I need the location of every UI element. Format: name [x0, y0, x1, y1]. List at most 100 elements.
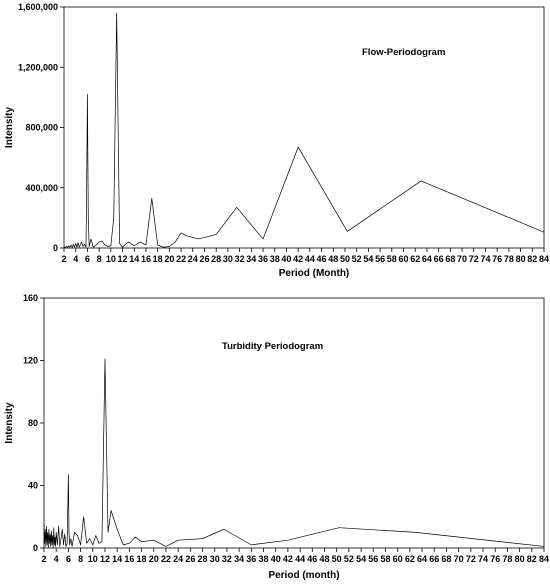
x-tick-label: 8 [78, 554, 83, 564]
x-tick-label: 56 [368, 554, 378, 564]
x-tick-label: 84 [539, 254, 549, 264]
x-tick-label: 82 [527, 254, 537, 264]
x-tick-label: 10 [106, 254, 116, 264]
x-tick-label: 46 [307, 554, 317, 564]
x-tick-label: 72 [469, 254, 479, 264]
y-tick-label: 0 [33, 543, 38, 553]
x-tick-label: 68 [445, 254, 455, 264]
x-tick-label: 6 [66, 554, 71, 564]
x-tick-label: 14 [112, 554, 122, 564]
x-tick-label: 32 [222, 554, 232, 564]
x-tick-label: 46 [317, 254, 327, 264]
x-tick-label: 64 [422, 254, 432, 264]
x-tick-label: 74 [480, 254, 490, 264]
x-tick-label: 12 [100, 554, 110, 564]
x-tick-label: 66 [434, 254, 444, 264]
x-tick-label: 66 [429, 554, 439, 564]
x-tick-label: 76 [492, 254, 502, 264]
x-tick-label: 16 [141, 254, 151, 264]
x-tick-label: 60 [393, 554, 403, 564]
x-tick-label: 14 [129, 254, 139, 264]
x-tick-label: 50 [340, 254, 350, 264]
x-tick-label: 28 [211, 254, 221, 264]
x-tick-label: 48 [319, 554, 329, 564]
x-tick-label: 74 [478, 554, 488, 564]
x-tick-label: 30 [210, 554, 220, 564]
x-tick-label: 82 [527, 554, 537, 564]
x-tick-label: 26 [199, 254, 209, 264]
x-tick-label: 76 [490, 554, 500, 564]
x-tick-label: 38 [259, 554, 269, 564]
x-tick-label: 84 [539, 554, 549, 564]
y-tick-label: 1,200,000 [18, 62, 58, 72]
plot-frame [43, 297, 545, 549]
series-line-0 [63, 12, 545, 249]
x-tick-label: 24 [173, 554, 183, 564]
y-axis-title: Intensity [4, 402, 15, 444]
x-tick-label: 58 [380, 554, 390, 564]
x-tick-label: 18 [153, 254, 163, 264]
x-tick-label: 78 [502, 554, 512, 564]
y-tick-label: 40 [28, 481, 38, 491]
x-tick-label: 24 [188, 254, 198, 264]
x-axis-title: Period (month) [268, 570, 339, 581]
x-tick-label: 80 [515, 554, 525, 564]
x-tick-label: 44 [295, 554, 305, 564]
x-tick-label: 36 [258, 254, 268, 264]
x-tick-label: 38 [270, 254, 280, 264]
x-tick-label: 34 [246, 254, 256, 264]
chart-title: Flow-Periodogram [362, 47, 445, 58]
x-tick-label: 50 [332, 554, 342, 564]
x-axis-title: Period (Month) [279, 268, 350, 279]
x-tick-label: 20 [149, 554, 159, 564]
x-tick-label: 62 [410, 254, 420, 264]
x-tick-label: 34 [234, 554, 244, 564]
x-tick-label: 70 [457, 254, 467, 264]
x-tick-label: 52 [352, 254, 362, 264]
x-tick-label: 68 [441, 554, 451, 564]
x-tick-label: 54 [356, 554, 366, 564]
x-tick-label: 22 [176, 254, 186, 264]
x-tick-label: 18 [137, 554, 147, 564]
x-tick-label: 4 [54, 554, 59, 564]
x-tick-label: 32 [235, 254, 245, 264]
x-tick-label: 54 [363, 254, 373, 264]
x-tick-label: 2 [61, 254, 66, 264]
x-tick-label: 40 [281, 254, 291, 264]
x-tick-label: 72 [466, 554, 476, 564]
y-tick-label: 400,000 [25, 183, 58, 193]
x-tick-label: 6 [85, 254, 90, 264]
x-tick-label: 10 [88, 554, 98, 564]
x-tick-label: 42 [283, 554, 293, 564]
x-tick-label: 56 [375, 254, 385, 264]
y-tick-label: 120 [23, 356, 38, 366]
x-tick-label: 28 [198, 554, 208, 564]
x-tick-label: 16 [124, 554, 134, 564]
x-tick-label: 60 [399, 254, 409, 264]
y-tick-label: 160 [23, 293, 38, 303]
y-axis-title: Intensity [4, 107, 15, 149]
y-tick-label: 800,000 [25, 123, 58, 133]
x-tick-label: 62 [405, 554, 415, 564]
x-tick-label: 2 [41, 554, 46, 564]
x-tick-label: 70 [454, 554, 464, 564]
x-tick-label: 58 [387, 254, 397, 264]
x-tick-label: 52 [344, 554, 354, 564]
x-tick-label: 78 [504, 254, 514, 264]
y-tick-label: 80 [28, 418, 38, 428]
x-tick-label: 8 [97, 254, 102, 264]
x-tick-label: 12 [118, 254, 128, 264]
chart-title: Turbidity Periodogram [222, 341, 323, 352]
x-tick-label: 22 [161, 554, 171, 564]
series-line-0 [43, 358, 545, 549]
x-tick-label: 44 [305, 254, 315, 264]
x-tick-label: 20 [164, 254, 174, 264]
x-tick-label: 30 [223, 254, 233, 264]
plot-frame [63, 6, 545, 249]
x-tick-label: 4 [73, 254, 78, 264]
x-tick-label: 40 [271, 554, 281, 564]
y-tick-label: 0 [53, 243, 58, 253]
